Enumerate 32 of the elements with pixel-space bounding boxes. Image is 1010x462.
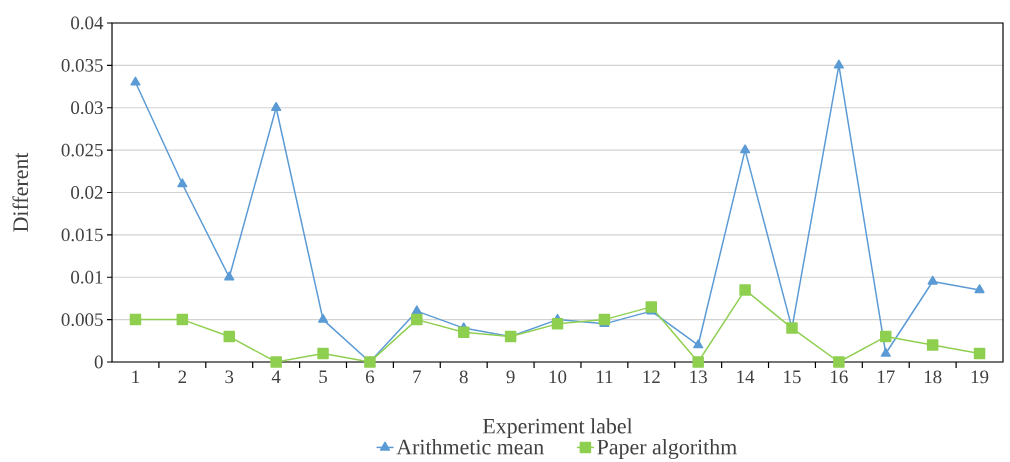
x-tick-label: 13 bbox=[690, 370, 707, 384]
x-tick-label: 18 bbox=[924, 370, 942, 384]
x-tick-label: 9 bbox=[506, 370, 515, 384]
x-tick-label: 3 bbox=[225, 370, 234, 384]
x-tick-label: 12 bbox=[643, 370, 660, 384]
y-axis-title: Different bbox=[12, 152, 29, 232]
x-tick-label: 10 bbox=[549, 370, 567, 384]
x-tick-label: 11 bbox=[596, 370, 613, 383]
x-tick-label: 16 bbox=[831, 370, 848, 384]
y-tick-label: 0.02 bbox=[71, 186, 103, 199]
x-tick-label: 5 bbox=[319, 370, 328, 384]
x-tick-label: 2 bbox=[178, 370, 187, 384]
y-tick-label: 0.015 bbox=[61, 228, 103, 242]
x-tick-label: 17 bbox=[877, 370, 895, 383]
legend-label: Arithmetic mean bbox=[396, 439, 544, 455]
x-tick-label: 4 bbox=[271, 370, 281, 383]
x-tick-label: 8 bbox=[459, 370, 468, 384]
x-tick-label: 7 bbox=[413, 370, 422, 383]
y-tick-label: 0.03 bbox=[71, 101, 103, 115]
x-tick-label: 19 bbox=[971, 370, 989, 384]
x-tick-label: 6 bbox=[366, 370, 375, 384]
y-tick-label: 0.035 bbox=[61, 58, 103, 72]
y-tick-label: 0.005 bbox=[61, 313, 103, 327]
x-tick-label: 1 bbox=[132, 370, 140, 383]
y-tick-label: 0.04 bbox=[71, 16, 104, 30]
y-tick-label: 0.01 bbox=[71, 270, 103, 284]
legend-label: Paper algorithm bbox=[597, 439, 737, 459]
x-tick-label: 15 bbox=[784, 370, 801, 384]
y-tick-label: 0 bbox=[94, 355, 103, 369]
x-tick-label: 14 bbox=[737, 370, 755, 383]
y-tick-label: 0.025 bbox=[61, 143, 103, 157]
x-axis-title: Experiment label bbox=[482, 418, 633, 439]
